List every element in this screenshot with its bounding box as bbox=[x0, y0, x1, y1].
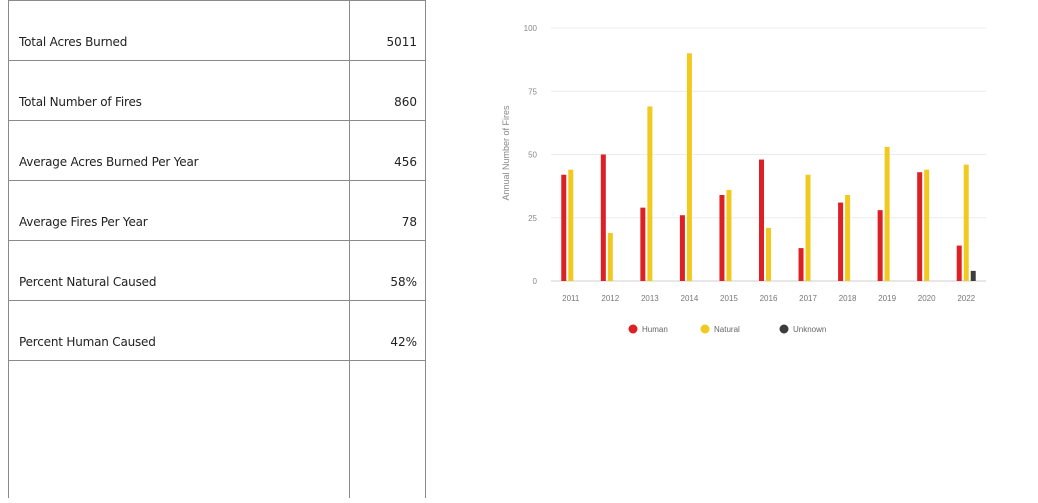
x-tick-label: 2018 bbox=[839, 294, 857, 303]
stat-value: 456 bbox=[394, 155, 417, 169]
x-tick-label: 2015 bbox=[720, 294, 738, 303]
bar-natural-2013 bbox=[647, 106, 653, 282]
bar-human-2019 bbox=[877, 210, 883, 281]
bar-natural-2011 bbox=[568, 169, 574, 281]
stat-label: Percent Natural Caused bbox=[19, 275, 157, 289]
bar-natural-2015 bbox=[726, 189, 732, 281]
bar-human-2014 bbox=[679, 215, 685, 281]
bar-human-2020 bbox=[917, 172, 923, 281]
bar-unknown-2022 bbox=[970, 270, 976, 281]
x-tick-label: 2013 bbox=[641, 294, 659, 303]
bar-natural-2014 bbox=[686, 53, 692, 281]
stat-row-percent-human: Percent Human Caused 42% bbox=[9, 301, 425, 361]
stat-value: 42% bbox=[390, 335, 417, 349]
bar-human-2011 bbox=[561, 174, 567, 281]
bar-natural-2018 bbox=[845, 194, 851, 281]
y-tick-label: 0 bbox=[533, 277, 538, 286]
stat-row-avg-acres: Average Acres Burned Per Year 456 bbox=[9, 121, 425, 181]
fires-chart: 0 25 50 75 100 Annual Number of Fires 2011 20… bbox=[426, 0, 1038, 498]
grid-layer: 0 25 50 75 100 bbox=[524, 24, 986, 286]
stat-label: Total Number of Fires bbox=[19, 95, 142, 109]
bar-natural-2019 bbox=[884, 146, 890, 281]
bar-human-2022 bbox=[956, 245, 962, 281]
legend-label-natural: Natural bbox=[714, 325, 740, 334]
column-divider bbox=[349, 1, 350, 498]
y-tick-label: 50 bbox=[528, 151, 537, 160]
x-tick-layer: 2011 2012 2013 2014 2015 2016 2017 2018 2019 2020… bbox=[562, 294, 976, 303]
bar-human-2017 bbox=[798, 248, 804, 281]
stat-row-percent-natural: Percent Natural Caused 58% bbox=[9, 241, 425, 301]
legend: Human Natural Unknown bbox=[628, 324, 826, 334]
legend-marker-unknown bbox=[779, 324, 789, 334]
bar-natural-2012 bbox=[607, 232, 613, 281]
bars-layer bbox=[561, 53, 976, 282]
stat-value: 5011 bbox=[386, 35, 417, 49]
bar-human-2013 bbox=[640, 207, 646, 281]
x-tick-label: 2012 bbox=[601, 294, 619, 303]
bar-natural-2017 bbox=[805, 174, 811, 281]
legend-label-unknown: Unknown bbox=[793, 325, 826, 334]
stat-value: 78 bbox=[401, 215, 417, 229]
stat-label: Percent Human Caused bbox=[19, 335, 156, 349]
legend-marker-human bbox=[628, 324, 638, 334]
legend-marker-natural bbox=[700, 324, 710, 334]
x-tick-label: 2020 bbox=[918, 294, 936, 303]
y-axis-title: Annual Number of Fires bbox=[501, 105, 511, 201]
y-tick-label: 100 bbox=[524, 24, 538, 33]
stats-table: Total Acres Burned 5011 Total Number of … bbox=[8, 0, 426, 498]
x-tick-label: 2022 bbox=[957, 294, 975, 303]
bar-human-2015 bbox=[719, 194, 725, 281]
stat-label: Average Acres Burned Per Year bbox=[19, 155, 199, 169]
bar-human-2016 bbox=[759, 159, 764, 281]
x-tick-label: 2019 bbox=[878, 294, 896, 303]
bar-human-2018 bbox=[838, 202, 844, 281]
y-tick-label: 25 bbox=[528, 214, 537, 223]
stat-label: Total Acres Burned bbox=[19, 35, 128, 49]
bar-natural-2016 bbox=[766, 227, 771, 281]
bar-natural-2022 bbox=[963, 164, 969, 281]
stat-row-total-fires: Total Number of Fires 860 bbox=[9, 61, 425, 121]
stat-row-total-acres: Total Acres Burned 5011 bbox=[9, 1, 425, 61]
stat-value: 860 bbox=[394, 95, 417, 109]
bar-human-2012 bbox=[600, 154, 606, 281]
x-tick-label: 2016 bbox=[760, 294, 778, 303]
bar-natural-2020 bbox=[924, 169, 930, 281]
x-tick-label: 2017 bbox=[799, 294, 817, 303]
x-tick-label: 2014 bbox=[681, 294, 699, 303]
legend-label-human: Human bbox=[642, 325, 668, 334]
stat-row-avg-fires: Average Fires Per Year 78 bbox=[9, 181, 425, 241]
stat-value: 58% bbox=[390, 275, 417, 289]
y-tick-label: 75 bbox=[528, 87, 537, 96]
stat-label: Average Fires Per Year bbox=[19, 215, 148, 229]
x-tick-label: 2011 bbox=[562, 294, 580, 303]
